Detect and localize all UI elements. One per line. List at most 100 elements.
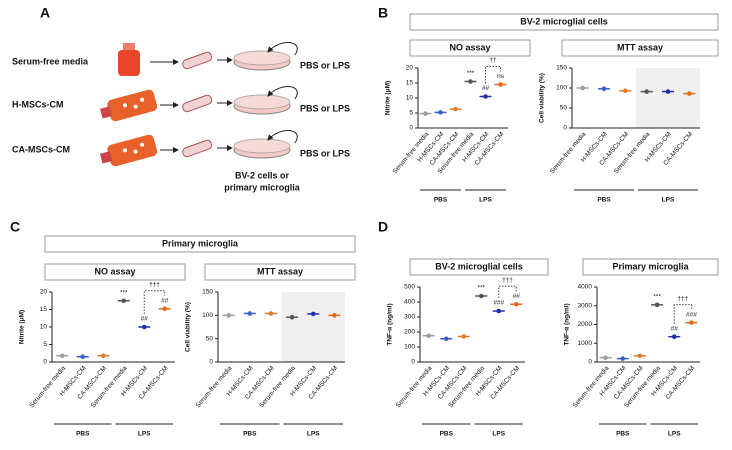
significance-label: ## [161,298,169,305]
y-tick-label: 150 [556,65,567,72]
data-point [121,298,127,304]
significance-label: ## [671,325,679,332]
significance-label: ### [686,311,697,318]
y-tick-label: 50 [560,105,568,112]
data-point [623,88,628,94]
data-point [665,89,671,94]
significance-label: ns [497,73,505,80]
media-bottle [118,50,140,76]
data-point [689,320,694,325]
data-point [162,306,168,312]
header: BV-2 microglial cells [520,16,608,26]
significance-label: *** [467,70,475,77]
y-tick-label: 15 [406,80,414,87]
header: MTT assay [617,42,663,52]
y-tick-label: 20 [406,65,414,72]
treatment-label: PBS or LPS [300,103,350,113]
treatment-label: PBS or LPS [300,60,350,70]
y-tick-label: 0 [588,359,592,366]
y-tick-label: 15 [40,306,48,313]
treatment-label: PBS or LPS [300,148,350,158]
bracket-label: ††† [677,295,688,302]
y-tick-label: 20 [40,289,48,296]
data-point [59,353,65,359]
y-tick-label: 400 [404,299,415,306]
x-tick-label: Serum-free media [195,365,234,410]
y-tick-label: 500 [404,284,415,291]
data-point [513,301,519,307]
shaded-region [636,68,700,128]
significance-bracket [485,66,501,84]
y-tick-label: 10 [406,95,414,102]
data-point [310,311,316,317]
data-point [443,336,449,342]
group-label: PBS [616,431,630,438]
significance-label: ## [141,316,149,323]
header-box [561,39,719,57]
data-point [100,353,106,359]
header-box [204,263,356,281]
group-label: PBS [76,431,90,438]
data-point [438,110,443,115]
significance-label: ## [482,85,490,92]
data-point [483,94,488,99]
data-point [478,293,484,299]
group-label: LPS [307,431,320,438]
data-point [580,85,585,91]
data-point [461,334,467,339]
significance-label: *** [120,289,128,296]
flask [99,134,158,167]
y-axis-label: Nitrite (μM) [385,81,392,115]
y-tick-label: 1000 [578,340,593,347]
header: Primary microglia [612,261,689,271]
data-point [671,334,677,339]
significance-label: ### [493,300,504,307]
diagram [99,42,298,167]
data-point [687,91,692,96]
group-label: LPS [479,197,492,204]
cells-label: BV-2 cells or [235,170,290,180]
significance-label: *** [653,294,661,301]
data-point [426,333,432,339]
condition-label: Serum-free media [12,56,89,66]
group-label: PBS [597,197,611,204]
data-point [603,355,608,360]
data-point [423,111,428,116]
y-tick-label: 150 [202,289,213,296]
y-tick-label: 200 [404,329,415,336]
header: Primary microglia [162,238,239,248]
bottle-cap [123,43,135,51]
group-label: LPS [492,431,505,438]
header-box [582,258,719,276]
y-tick-label: 0 [563,125,567,132]
significance-label: *** [477,285,485,292]
y-tick-label: 100 [404,344,415,351]
header-box [44,235,356,253]
header-box [409,13,719,31]
header: NO assay [449,42,490,52]
data-point [247,311,253,316]
x-tick-label: Serum-free media [549,131,588,176]
y-tick-label: 3000 [578,302,593,309]
flask [99,89,158,122]
condition-label: H-MSCs-CM [12,99,64,109]
y-tick-label: 300 [404,314,415,321]
data-point [453,106,458,112]
y-tick-label: 10 [40,324,48,331]
y-tick-label: 0 [209,359,213,366]
cells-label: primary microglia [224,182,301,192]
header: NO assay [94,266,135,276]
condition-label: CA-MSCs-CM [12,144,70,154]
y-axis-label: TNF-α (ng/ml) [387,303,394,345]
data-point [654,302,660,308]
tubes [182,51,213,158]
y-tick-label: 5 [43,341,47,348]
header-box [409,39,531,57]
data-point [498,82,503,87]
y-axis-label: TNF-α (ng/ml) [564,303,571,345]
dishes [233,42,298,159]
y-tick-label: 4000 [578,284,593,291]
significance-label: ## [513,293,521,300]
y-axis-label: Cell viability (%) [185,302,192,352]
